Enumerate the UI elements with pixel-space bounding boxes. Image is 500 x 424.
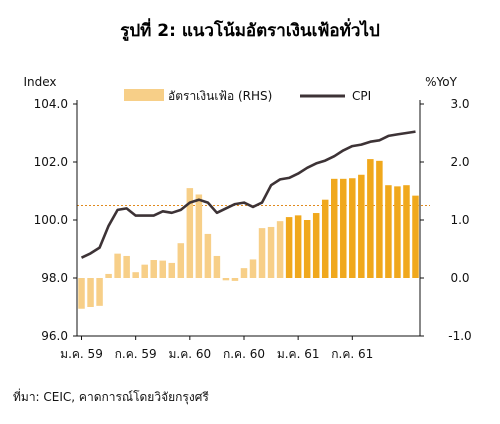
chart-title: รูปที่ 2: แนวโน้มอัตราเงินเฟ้อทั่วไป (120, 18, 380, 42)
right-tick-label: 2.0 (450, 155, 469, 169)
inflation-bar (376, 160, 383, 278)
inflation-bar (87, 278, 94, 307)
inflation-bar (385, 185, 392, 278)
right-tick-label: 1.0 (450, 213, 469, 227)
inflation-bar (213, 255, 221, 278)
inflation-bar (177, 243, 185, 278)
left-tick-label: 102.0 (34, 155, 68, 169)
inflation-bar (195, 194, 203, 278)
left-tick-label: 98.0 (41, 271, 68, 285)
inflation-bar (96, 278, 103, 306)
inflation-bar (240, 268, 248, 278)
x-tick-label: ม.ค. 59 (60, 347, 103, 361)
legend: อัตราเงินเฟ้อ (RHS) CPI (124, 89, 371, 103)
left-tick-label: 100.0 (34, 213, 68, 227)
inflation-bar (394, 186, 401, 278)
legend-bar-swatch (124, 89, 164, 101)
inflation-bar (105, 273, 112, 278)
legend-bar-label: อัตราเงินเฟ้อ (RHS) (168, 89, 272, 103)
x-tick-label: ก.ค. 60 (223, 347, 265, 361)
inflation-bar (331, 178, 338, 278)
inflation-bar (186, 188, 194, 278)
inflation-bar (294, 215, 302, 278)
inflation-bar (349, 178, 356, 278)
inflation-bar (123, 255, 130, 278)
left-tick-label: 104.0 (34, 97, 68, 111)
inflation-bar (150, 260, 157, 278)
inflation-bar (276, 221, 284, 278)
inflation-bar (340, 178, 347, 278)
inflation-bar (78, 278, 85, 309)
inflation-bar (358, 174, 365, 278)
right-tick-label: -1.0 (448, 329, 471, 343)
inflation-bar (285, 217, 293, 278)
inflation-bar (303, 220, 311, 278)
x-tick-label: ก.ค. 61 (331, 347, 373, 361)
inflation-bar (231, 278, 239, 281)
inflation-bar (114, 253, 121, 278)
left-axis-label: Index (23, 75, 56, 89)
inflation-bar (403, 185, 410, 278)
inflation-bar (312, 213, 320, 278)
inflation-bar (204, 233, 212, 278)
inflation-bar (258, 228, 266, 278)
x-tick-label: ม.ค. 60 (169, 347, 212, 361)
source-note: ที่มา: CEIC, คาดการณ์โดยวิจัยกรุงศรี (13, 388, 209, 405)
inflation-bar (249, 259, 257, 278)
right-axis-label: %YoY (425, 75, 457, 89)
x-tick-label: ก.ค. 59 (115, 347, 157, 361)
inflation-bar (367, 159, 374, 278)
inflation-bar (159, 260, 166, 278)
right-tick-label: 0.0 (450, 271, 469, 285)
x-tick-label: ม.ค. 61 (277, 347, 320, 361)
inflation-bar (132, 272, 139, 278)
cpi-line (80, 130, 416, 259)
inflation-bar (222, 278, 230, 281)
left-tick-label: 96.0 (41, 329, 68, 343)
inflation-bar (168, 262, 176, 278)
inflation-bar (321, 199, 329, 278)
right-tick-label: 3.0 (450, 97, 469, 111)
inflation-bar (141, 264, 148, 278)
inflation-bar (267, 226, 275, 278)
legend-line-label: CPI (352, 89, 371, 103)
inflation-bar (412, 195, 419, 278)
